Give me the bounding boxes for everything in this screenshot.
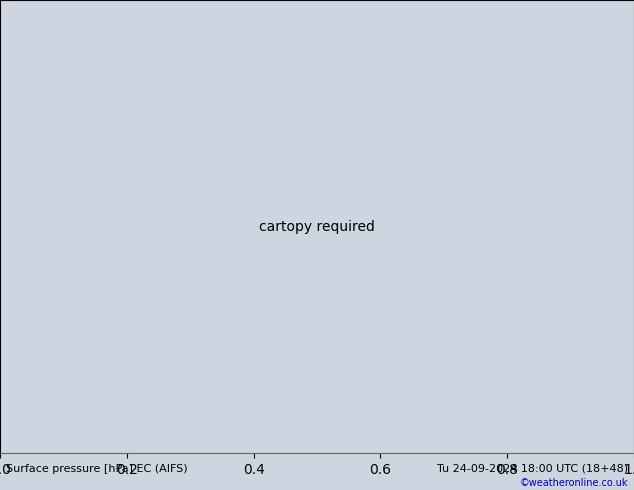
Text: Surface pressure [hPa] EC (AIFS): Surface pressure [hPa] EC (AIFS) [6, 464, 188, 473]
Text: Tu 24-09-2024 18:00 UTC (18+48): Tu 24-09-2024 18:00 UTC (18+48) [437, 464, 628, 473]
Text: ©weatheronline.co.uk: ©weatheronline.co.uk [519, 478, 628, 488]
Text: cartopy required: cartopy required [259, 220, 375, 234]
